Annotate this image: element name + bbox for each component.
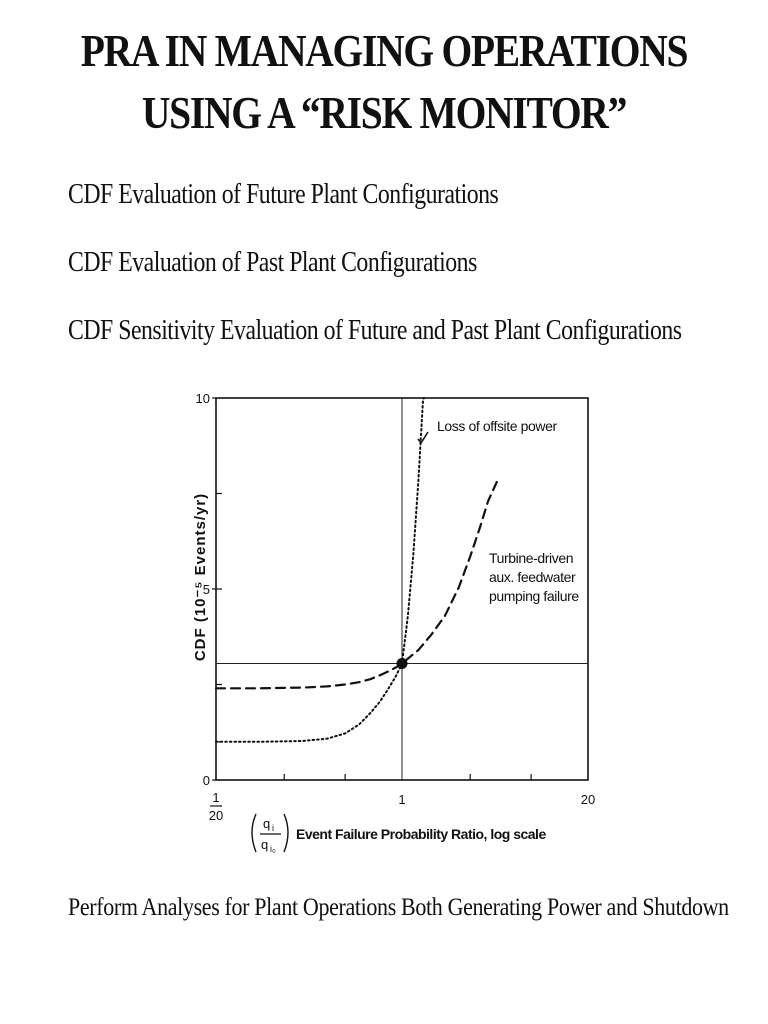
x-tick-label-numerator: 1: [212, 790, 219, 805]
base-point-marker: [396, 657, 408, 669]
x-label-ratio-denominator: q: [261, 837, 268, 852]
slide-title-line-2: USING A “RISK MONITOR”: [141, 87, 627, 138]
y-tick-label: 10: [196, 391, 210, 406]
x-label-paren-right: [283, 813, 289, 853]
y-tick-label: 5: [203, 582, 210, 597]
slide-footer: Perform Analyses for Plant Operations Bo…: [68, 894, 729, 921]
slide-title-line-1: PRA IN MANAGING OPERATIONS: [80, 25, 689, 76]
annotation-aux-feedwater: aux. feedwater: [489, 569, 576, 585]
check-mark-icon: [417, 431, 429, 445]
annotation-loss-of-offsite-power: Loss of offsite power: [437, 418, 557, 434]
bullet-future-configurations: CDF Evaluation of Future Plant Configura…: [68, 178, 499, 210]
x-label-paren-left: [251, 813, 257, 853]
series-loss-of-offsite-power: [215, 397, 425, 743]
x-label-ratio-denominator-sub: i₀: [270, 844, 276, 854]
x-label-ratio-numerator: q: [263, 816, 270, 831]
x-label-ratio-numerator-sub: i: [272, 823, 274, 833]
x-tick-label-denominator: 20: [209, 808, 223, 823]
annotation-pumping-failure: pumping failure: [489, 588, 579, 604]
x-axis-label: Event Failure Probability Ratio, log sca…: [296, 826, 546, 842]
y-axis-label: CDF (10⁻⁵ Events/yr): [192, 493, 209, 661]
x-tick-label: 1: [398, 792, 405, 807]
y-tick-label: 0: [203, 773, 210, 788]
series-turbine-driven-feedwater: [214, 480, 498, 690]
annotation-turbine-driven: Turbine-driven: [489, 550, 573, 566]
bullet-sensitivity-evaluation: CDF Sensitivity Evaluation of Future and…: [68, 314, 682, 346]
x-tick-label: 20: [581, 792, 595, 807]
bullet-past-configurations: CDF Evaluation of Past Plant Configurati…: [68, 246, 477, 278]
